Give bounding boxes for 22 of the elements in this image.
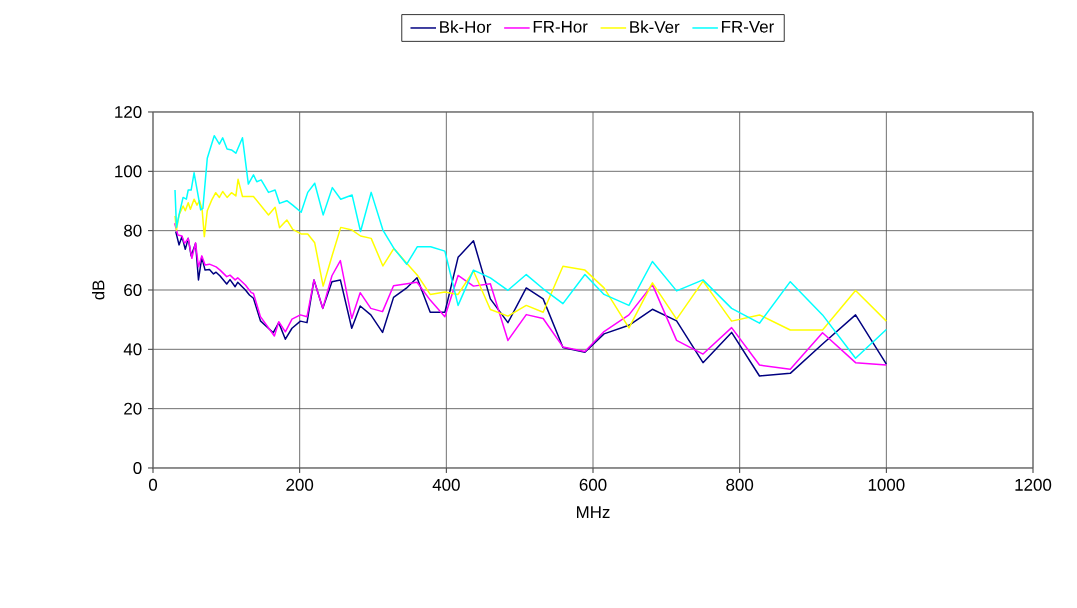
y-tick-label: 60 [124,283,142,296]
legend-label: FR-Hor [533,20,588,33]
y-tick-label: 40 [123,343,142,356]
x-tick-label: 600 [579,478,607,491]
x-tick-label: 800 [726,478,754,491]
y-tick-label: 120 [115,105,142,118]
y-tick-label: 100 [115,165,142,178]
line-series [174,178,888,331]
x-tick-label: 1200 [1015,478,1052,491]
y-tick-label: 20 [124,402,142,415]
y-tick-label: 0 [133,461,142,474]
line-series [174,134,888,359]
x-tick-label: 1000 [868,478,905,491]
x-axis-title: MHz [577,506,610,518]
x-tick-label: 0 [148,478,158,491]
x-tick-label: 200 [286,478,314,491]
legend-label: FR-Ver [722,20,774,33]
y-axis-title: dB [92,280,105,300]
legend-label: Bk-Hor [440,20,492,34]
x-tick-label: 400 [432,478,460,491]
y-tick-label: 80 [124,224,142,237]
legend-label: Bk-Ver [630,20,680,34]
